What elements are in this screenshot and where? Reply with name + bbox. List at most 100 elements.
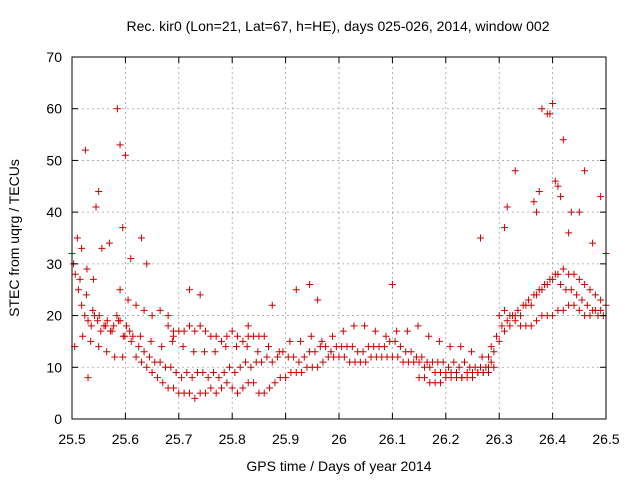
grid (72, 57, 606, 419)
data-point (103, 348, 111, 356)
data-point (557, 193, 565, 201)
data-point (250, 379, 258, 387)
y-tick-label: 40 (46, 204, 62, 220)
data-point (322, 343, 330, 351)
data-point (137, 358, 145, 366)
x-tick-label: 26.1 (379, 431, 406, 447)
data-point (493, 332, 501, 340)
data-point (414, 322, 422, 330)
data-point (89, 275, 97, 283)
data-point (239, 337, 247, 345)
data-point (297, 337, 305, 345)
data-point (95, 343, 103, 351)
data-point (458, 374, 466, 382)
data-point (268, 301, 276, 309)
data-point (538, 105, 546, 113)
x-tick-label: 26.3 (486, 431, 513, 447)
data-point (541, 281, 549, 289)
data-point (487, 343, 495, 351)
data-point (218, 384, 226, 392)
data-point (236, 363, 244, 371)
data-point (307, 332, 315, 340)
data-point (168, 337, 176, 345)
data-point (196, 291, 204, 299)
data-point (81, 146, 89, 154)
y-tick-label: 0 (54, 411, 62, 427)
data-point (122, 322, 130, 330)
data-point (202, 389, 209, 397)
data-point (420, 374, 428, 382)
data-point (450, 358, 458, 366)
data-point (84, 317, 92, 325)
data-point (501, 306, 509, 314)
data-point (145, 353, 153, 361)
data-point (231, 368, 239, 376)
data-point (511, 317, 519, 325)
data-point (156, 358, 164, 366)
data-point (113, 105, 121, 113)
data-point (82, 291, 90, 299)
data-point (314, 363, 322, 371)
data-point (495, 337, 503, 345)
data-point (159, 379, 167, 387)
data-point (196, 322, 204, 330)
data-point (425, 332, 433, 340)
data-point (485, 353, 493, 361)
data-point (180, 327, 188, 335)
data-point (78, 301, 86, 309)
data-point (110, 322, 118, 330)
data-point (403, 327, 411, 335)
data-point (89, 306, 97, 314)
data-point (339, 327, 347, 335)
data-point (164, 322, 172, 330)
data-point (105, 239, 113, 247)
data-point (549, 100, 557, 108)
data-point (490, 363, 498, 371)
data-point (549, 312, 557, 320)
data-point (222, 343, 230, 351)
data-point (132, 301, 140, 309)
data-point (132, 353, 140, 361)
data-point (234, 389, 242, 397)
data-point (121, 151, 129, 159)
data-point (260, 389, 268, 397)
data-point (81, 312, 89, 320)
data-point (137, 234, 145, 242)
data-point (212, 389, 220, 397)
data-point (506, 312, 514, 320)
data-point (546, 110, 554, 118)
data-point (263, 353, 271, 361)
data-point (129, 332, 137, 340)
data-point (300, 353, 308, 361)
data-point (290, 353, 298, 361)
data-point (167, 363, 175, 371)
data-point (202, 327, 209, 335)
data-point (135, 343, 143, 351)
data-point (467, 348, 475, 356)
data-point (573, 291, 581, 299)
data-point (495, 312, 503, 320)
x-tick-label: 26.2 (432, 431, 459, 447)
data-point (87, 337, 95, 345)
data-point (350, 322, 358, 330)
data-point (501, 224, 509, 232)
data-point (503, 317, 511, 325)
data-point (97, 327, 105, 335)
data-point (361, 322, 369, 330)
data-point (199, 368, 207, 376)
data-point (265, 343, 273, 351)
y-axis-label: STEC from uqrg / TECUs (6, 159, 22, 317)
data-point (490, 348, 498, 356)
x-tick-label: 25.8 (219, 431, 246, 447)
data-point (583, 301, 591, 309)
data-point (244, 322, 252, 330)
data-point (546, 275, 554, 283)
data-point (514, 306, 522, 314)
data-point (143, 363, 151, 371)
data-point (185, 389, 193, 397)
data-point (318, 337, 326, 345)
data-point (153, 374, 161, 382)
data-point (84, 374, 92, 382)
data-point (185, 286, 193, 294)
